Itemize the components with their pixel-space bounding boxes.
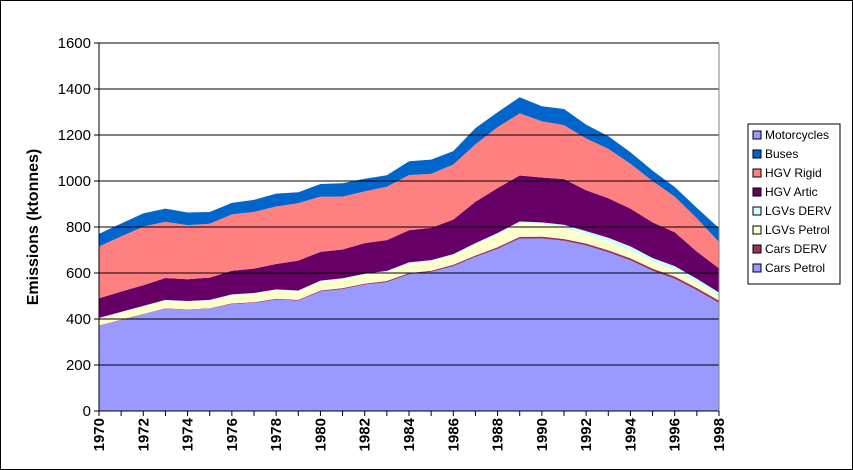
y-tick-label: 1200 bbox=[58, 127, 91, 144]
x-tick-label: 1970 bbox=[91, 418, 108, 451]
x-tick-label: 1994 bbox=[622, 417, 639, 451]
y-axis-label: Emissions (ktonnes) bbox=[25, 149, 42, 305]
legend-label-cars-petrol: Cars Petrol bbox=[765, 261, 825, 275]
legend-swatch-hgv-rigid bbox=[752, 168, 762, 178]
legend-label-hgv-rigid: HGV Rigid bbox=[765, 166, 822, 180]
x-tick-labels: 1970 1972 1974 1976 1978 1980 1982 1984 1986 1988… bbox=[91, 411, 728, 451]
area-cars-petrol bbox=[99, 238, 719, 411]
legend-label-lgvs-derv: LGVs DERV bbox=[765, 204, 831, 218]
area-lgvs-petrol bbox=[99, 223, 719, 326]
x-tick-label: 1996 bbox=[667, 418, 684, 451]
legend-swatch-buses bbox=[752, 149, 762, 159]
area-hgv-artic bbox=[99, 175, 719, 318]
legend-swatch-cars-derv bbox=[752, 244, 762, 254]
y-tick-label: 0 bbox=[83, 403, 91, 420]
legend-label-cars-derv: Cars DERV bbox=[765, 242, 827, 256]
x-tick-label: 1986 bbox=[445, 418, 462, 451]
legend-box bbox=[747, 123, 841, 285]
legend-label-lgvs-petrol: LGVs Petrol bbox=[765, 223, 830, 237]
legend-swatch-cars-petrol bbox=[752, 263, 762, 273]
area-hgv-rigid bbox=[99, 113, 719, 299]
x-tick-label: 1984 bbox=[401, 417, 418, 451]
x-tick-label: 1992 bbox=[578, 418, 595, 451]
area-buses bbox=[99, 97, 719, 247]
y-tick-label: 800 bbox=[66, 219, 91, 236]
legend-swatch-lgvs-petrol bbox=[752, 225, 762, 235]
x-tick-label: 1972 bbox=[135, 418, 152, 451]
gridlines bbox=[99, 42, 719, 366]
x-tick-label: 1990 bbox=[534, 418, 551, 451]
y-tick-label: 1000 bbox=[58, 173, 91, 190]
x-tick-label: 1980 bbox=[312, 418, 329, 451]
x-tick-label: 1976 bbox=[224, 418, 241, 451]
y-tick-label: 1600 bbox=[58, 35, 91, 52]
series-areas bbox=[99, 97, 719, 411]
y-tick-label: 200 bbox=[66, 357, 91, 374]
x-tick-label: 1978 bbox=[268, 418, 285, 451]
legend-swatch-hgv-artic bbox=[752, 187, 762, 197]
legend-swatch-lgvs-derv bbox=[752, 206, 762, 216]
y-tick-label: 600 bbox=[66, 265, 91, 282]
x-tick-label: 1982 bbox=[357, 418, 374, 451]
legend: Motorcycles Buses HGV Rigid HGV Artic LGVs D… bbox=[747, 123, 841, 285]
legend-label-buses: Buses bbox=[765, 147, 798, 161]
legend-label-hgv-artic: HGV Artic bbox=[765, 185, 818, 199]
y-tick-label: 400 bbox=[66, 311, 91, 328]
legend-label-motorcycles: Motorcycles bbox=[765, 128, 829, 142]
legend-swatch-motorcycles bbox=[752, 130, 762, 140]
x-tick-label: 1988 bbox=[490, 418, 507, 451]
y-tick-label: 1400 bbox=[58, 81, 91, 98]
x-tick-label: 1974 bbox=[180, 417, 197, 451]
y-tick-labels: 0 200 400 600 800 1000 1200 1400 1600 bbox=[58, 35, 99, 420]
x-tick-label: 1998 bbox=[711, 418, 728, 451]
